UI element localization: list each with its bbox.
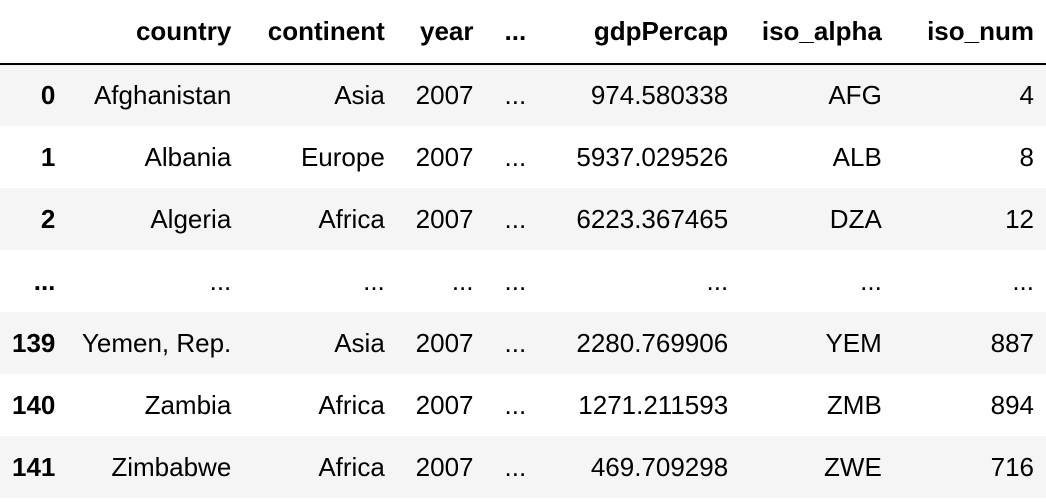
cell-gdppercap: 469.709298 [590,451,729,482]
column-header-gdppercap: gdpPercap [538,0,741,65]
column-header-iso-alpha: iso_alpha [740,0,894,65]
table-header: country continent year ... gdpPercap iso… [0,0,1046,65]
cell-country: Zimbabwe [111,451,232,482]
cell-gdppercap: 5937.029526 [576,141,729,172]
cell-ellipsis: ... [504,80,527,110]
cell-iso-num: 894 [990,389,1034,420]
cell-country: Yemen, Rep. [81,327,232,358]
cell-ellipsis: ... [504,451,527,482]
cell-continent: ... [363,265,385,296]
cell-iso-alpha: DZA [829,203,882,234]
cell-gdppercap: 974.580338 [590,80,729,110]
cell-iso-num: ... [1012,265,1034,296]
cell-iso-alpha: YEM [825,327,882,358]
table-row: 141 Zimbabwe Africa 2007 ... 469.709298 … [0,436,1046,498]
cell-ellipsis: ... [504,265,527,296]
cell-country: Zambia [144,389,232,420]
cell-iso-num: 4 [1019,80,1034,110]
cell-continent: Asia [334,80,385,110]
cell-year: 2007 [415,327,474,358]
column-header-year: year [396,0,486,65]
cell-ellipsis: ... [504,389,527,420]
row-index: 1 [40,141,56,172]
cell-continent: Africa [318,451,385,482]
table-row-truncation: ... ... ... ... ... ... ... ... [0,250,1046,312]
cell-iso-alpha: ALB [832,141,882,172]
cell-country: Afghanistan [93,80,232,110]
index-column-header [0,0,68,65]
row-index: 2 [40,203,56,234]
column-header-country: country [67,0,244,65]
table-row: 0 Afghanistan Asia 2007 ... 974.580338 A… [0,64,1046,126]
cell-gdppercap: 1271.211593 [578,389,729,420]
cell-year: 2007 [415,389,474,420]
table-row: 2 Algeria Africa 2007 ... 6223.367465 DZ… [0,188,1046,250]
cell-year: 2007 [415,451,474,482]
row-index: 139 [12,327,56,358]
cell-iso-alpha: AFG [828,80,882,110]
header-row: country continent year ... gdpPercap iso… [0,0,1046,65]
cell-ellipsis: ... [504,203,527,234]
cell-iso-num: 716 [990,451,1034,482]
column-header-iso-num: iso_num [893,0,1046,65]
cell-continent: Africa [318,389,385,420]
cell-year: 2007 [415,141,474,172]
cell-year: ... [451,265,474,296]
cell-iso-num: 887 [990,327,1034,358]
column-header-ellipsis: ... [485,0,539,65]
row-index: 140 [12,389,56,420]
cell-gdppercap: 2280.769906 [576,327,729,358]
cell-iso-num: 12 [1005,203,1034,234]
cell-ellipsis: ... [504,327,527,358]
cell-iso-num: 8 [1019,141,1034,172]
cell-gdppercap: 6223.367465 [576,203,729,234]
cell-country: ... [209,265,232,296]
cell-ellipsis: ... [504,141,527,172]
cell-continent: Asia [334,327,385,358]
cell-iso-alpha: ... [860,265,882,296]
row-index: ... [33,265,56,296]
cell-continent: Africa [318,203,385,234]
table-body: 0 Afghanistan Asia 2007 ... 974.580338 A… [0,64,1046,498]
row-index: 141 [12,451,56,482]
table-row: 140 Zambia Africa 2007 ... 1271.211593 Z… [0,374,1046,436]
cell-gdppercap: ... [706,265,729,296]
cell-year: 2007 [415,80,474,110]
column-header-continent: continent [243,0,397,65]
table-row: 1 Albania Europe 2007 ... 5937.029526 AL… [0,126,1046,188]
cell-country: Albania [144,141,232,172]
cell-continent: Europe [300,141,385,172]
cell-iso-alpha: ZMB [826,389,882,420]
table-row: 139 Yemen, Rep. Asia 2007 ... 2280.76990… [0,312,1046,374]
row-index: 0 [40,80,56,110]
cell-iso-alpha: ZWE [824,451,882,482]
cell-country: Algeria [150,203,232,234]
cell-year: 2007 [415,203,474,234]
